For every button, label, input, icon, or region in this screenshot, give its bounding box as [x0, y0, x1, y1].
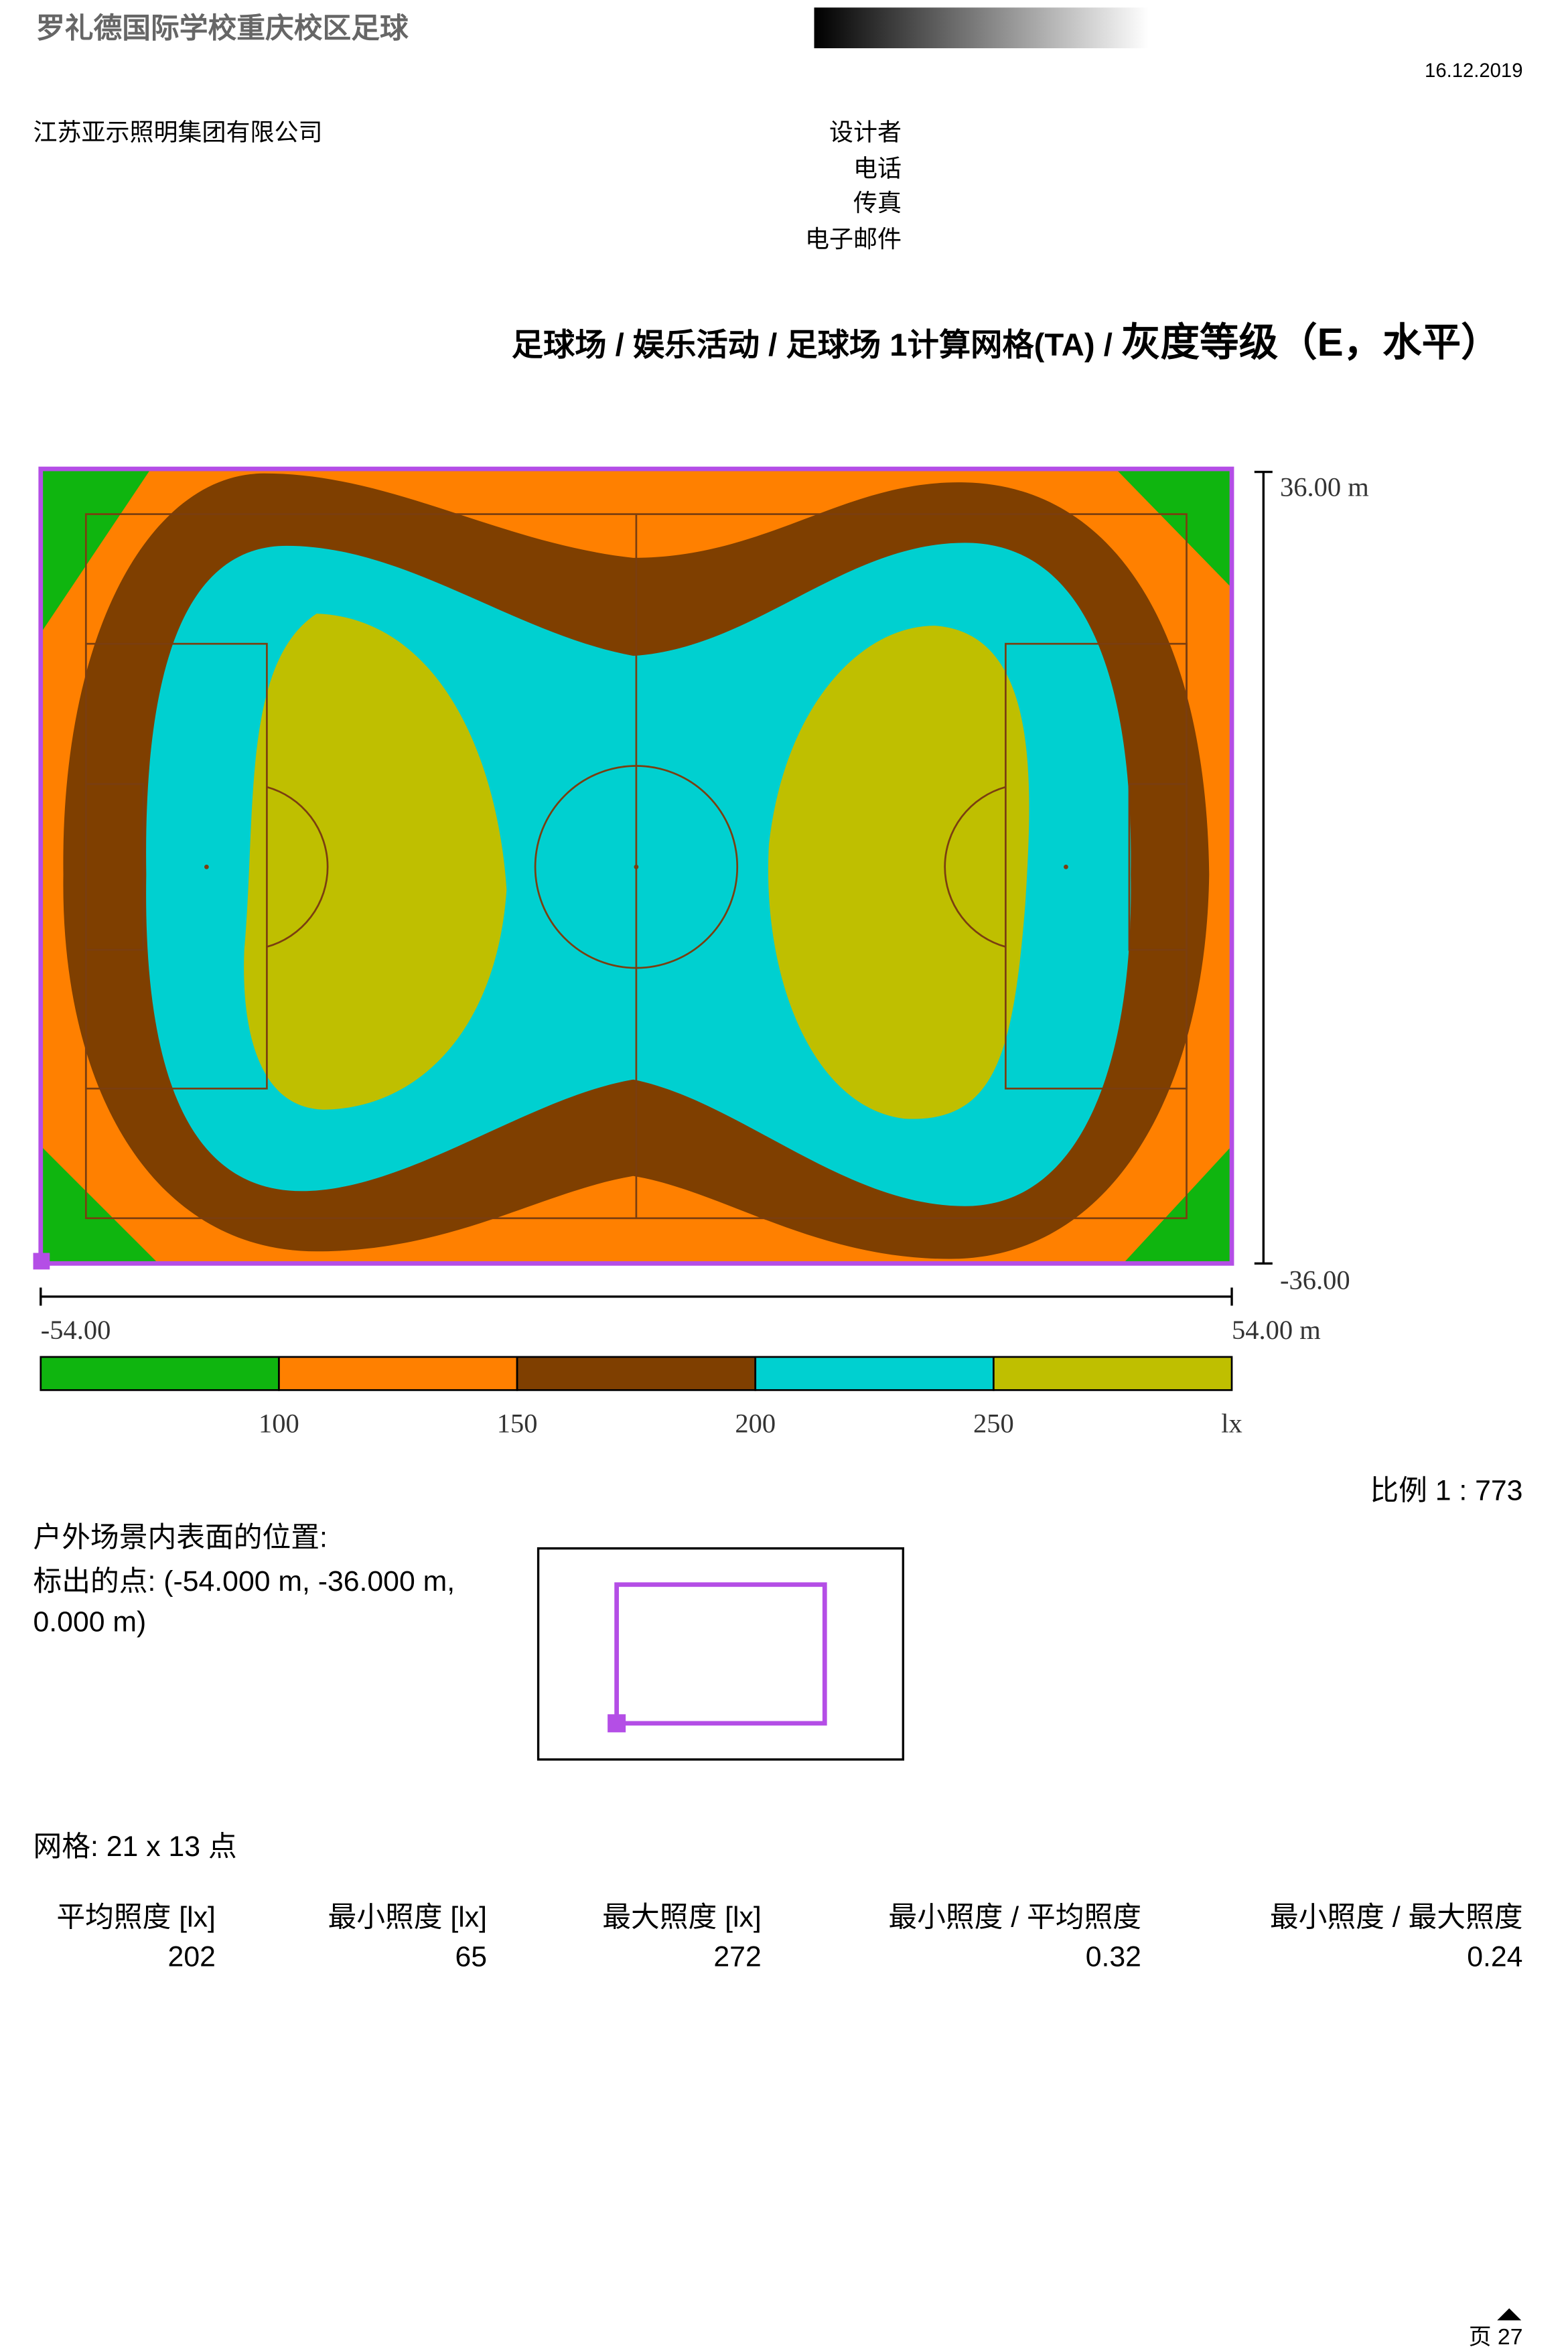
doc-title: 罗礼德国际学校重庆校区足球: [36, 12, 409, 44]
header-bar: [814, 7, 1149, 49]
contact: 电子邮件: [805, 225, 902, 253]
stat-header: 最小照度 [lx]: [328, 1902, 488, 1934]
company: 江苏亚示照明集团有限公司: [33, 118, 323, 145]
position-label: 户外场景内表面的位置:: [33, 1521, 328, 1553]
axes: [40, 470, 1273, 1306]
stat-value: 65: [455, 1940, 487, 1973]
contact: 设计者: [829, 118, 902, 145]
stat-header: 最小照度 / 最大照度: [1270, 1902, 1523, 1934]
legend-label: 100: [259, 1408, 299, 1438]
axis-label: -54.00: [41, 1315, 111, 1345]
heading: 足球场 / 娱乐活动 / 足球场 1计算网格(TA) / 灰度等级（E，水平）: [512, 321, 1500, 364]
page-number: 页 27: [1469, 2324, 1523, 2349]
stat-value: 0.24: [1467, 1940, 1522, 1973]
stat-value: 0.32: [1086, 1940, 1141, 1973]
stat-header: 平均照度 [lx]: [56, 1902, 216, 1934]
contact: 电话: [853, 154, 902, 182]
legend-label: 150: [497, 1408, 538, 1438]
axis-label: -36.00: [1280, 1265, 1350, 1295]
scale: 比例 1 : 773: [1370, 1475, 1522, 1507]
position-point: 0.000 m): [33, 1606, 147, 1638]
legend-label: 250: [973, 1408, 1014, 1438]
minimap: [537, 1547, 905, 1761]
page-arrow: [1497, 2308, 1522, 2321]
legend-label: 200: [735, 1408, 776, 1438]
legend-bar: [40, 1356, 1233, 1391]
heading-path: 足球场 / 娱乐活动 / 足球场 1计算网格(TA) /: [512, 328, 1121, 363]
stat-value: 202: [168, 1940, 216, 1973]
legend-unit: lx: [1221, 1408, 1242, 1438]
stat-value: 272: [713, 1940, 761, 1973]
axis-label: 36.00 m: [1280, 472, 1369, 502]
contact: 传真: [853, 189, 902, 216]
grid-info: 网格: 21 x 13 点: [33, 1831, 237, 1863]
isolux-plot: [33, 466, 1234, 1270]
stat-header: 最大照度 [lx]: [602, 1902, 762, 1934]
heading-view: 灰度等级（E，水平）: [1121, 321, 1500, 364]
position-point: 标出的点: (-54.000 m, -36.000 m,: [33, 1565, 455, 1597]
stat-header: 最小照度 / 平均照度: [888, 1902, 1141, 1934]
date: 16.12.2019: [1425, 60, 1522, 82]
axis-label: 54.00 m: [1232, 1315, 1321, 1345]
